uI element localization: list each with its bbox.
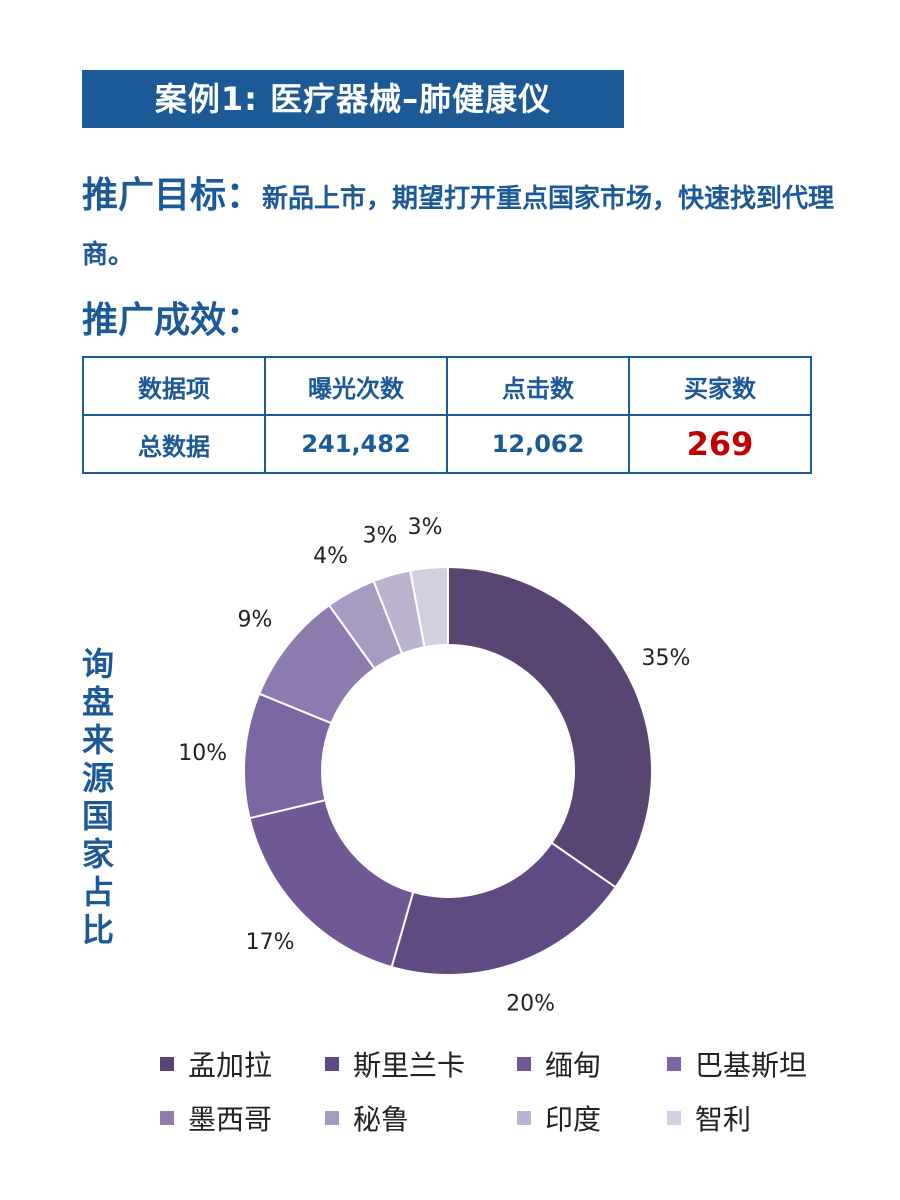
- donut-slice-2: [390, 841, 618, 976]
- slice-label-3: 17%: [246, 930, 295, 955]
- legend-label: 印度: [545, 1103, 602, 1136]
- legend-swatch: [517, 1111, 531, 1125]
- table-row: 总数据 241,482 12,062 269: [82, 414, 812, 474]
- slice-label-2: 20%: [506, 992, 555, 1017]
- slice-label-8: 3%: [408, 515, 443, 540]
- legend-item: 巴基斯坦: [667, 1045, 847, 1083]
- donut-chart: 35% 20% 17% 10% 9% 4% 3% 3%: [178, 515, 691, 1017]
- legend-label: 智利: [695, 1103, 752, 1136]
- slice-label-7: 3%: [363, 524, 398, 549]
- clicks-value: 12,062: [446, 414, 630, 474]
- legend-label: 斯里兰卡: [353, 1049, 466, 1082]
- legend-item: 缅甸: [517, 1045, 667, 1083]
- slice-label-5: 9%: [238, 607, 273, 632]
- header-data-item: 数据项: [82, 356, 266, 416]
- legend-label: 缅甸: [545, 1049, 602, 1082]
- slice-label-4: 10%: [178, 741, 227, 766]
- legend-item: 斯里兰卡: [325, 1045, 517, 1083]
- row-label: 总数据: [82, 414, 266, 474]
- legend-label: 墨西哥: [188, 1103, 273, 1136]
- legend-label: 秘鲁: [353, 1103, 410, 1136]
- donut-slice-1: [447, 565, 653, 889]
- legend-item: 秘鲁: [325, 1099, 517, 1137]
- slice-label-6: 4%: [313, 544, 348, 569]
- impressions-value: 241,482: [264, 414, 448, 474]
- legend-item: 墨西哥: [160, 1099, 325, 1137]
- promotion-goal: 推广目标：新品上市，期望打开重点国家市场，快速找到代理商。: [82, 168, 842, 283]
- legend-swatch: [667, 1057, 681, 1071]
- goal-text: 新品上市，期望打开重点国家市场，快速找到代理商。: [82, 184, 835, 270]
- chart-side-label: 询盘来源国家占比: [81, 645, 114, 949]
- results-heading: 推广成效：: [82, 300, 263, 341]
- legend-swatch: [160, 1111, 174, 1125]
- case-title: 案例1: 医疗器械–肺健康仪: [82, 70, 624, 128]
- slice-label-1: 35%: [642, 646, 691, 671]
- donut-slice-8: [408, 565, 449, 649]
- legend-label: 孟加拉: [188, 1049, 273, 1082]
- table-header-row: 数据项 曝光次数 点击数 买家数: [82, 356, 812, 416]
- legend-swatch: [325, 1111, 339, 1125]
- legend-swatch: [325, 1057, 339, 1071]
- goal-label: 推广目标：: [82, 175, 263, 216]
- buyers-value: 269: [628, 414, 812, 474]
- header-clicks: 点击数: [446, 356, 630, 416]
- legend-label: 巴基斯坦: [695, 1049, 808, 1082]
- header-buyers: 买家数: [628, 356, 812, 416]
- legend-item: 印度: [517, 1099, 667, 1137]
- legend-swatch: [160, 1057, 174, 1071]
- chart-legend: 孟加拉 斯里兰卡 缅甸 巴基斯坦墨西哥 秘鲁 印度 智利: [160, 1045, 860, 1137]
- stats-table: 数据项 曝光次数 点击数 买家数 总数据 241,482 12,062 269: [82, 356, 812, 474]
- legend-item: 智利: [667, 1099, 847, 1137]
- legend-swatch: [667, 1111, 681, 1125]
- header-impressions: 曝光次数: [264, 356, 448, 416]
- legend-item: 孟加拉: [160, 1045, 325, 1083]
- legend-swatch: [517, 1057, 531, 1071]
